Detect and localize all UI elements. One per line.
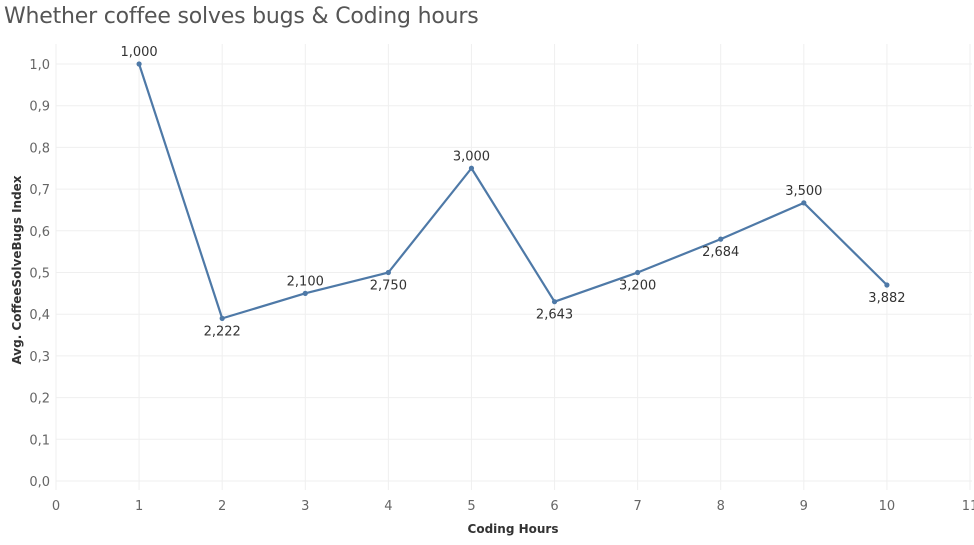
x-tick-label: 10 xyxy=(879,499,896,514)
data-label: 2,643 xyxy=(536,308,573,323)
y-tick-label: 1,0 xyxy=(29,58,50,73)
data-points xyxy=(136,61,890,321)
data-point xyxy=(635,269,641,276)
x-tick-label: 3 xyxy=(301,499,309,514)
data-point xyxy=(551,299,558,305)
data-point xyxy=(718,236,724,242)
y-axis-ticks: 0,0 0,1 0,2 0,3 0,4 0,5 0,6 0,7 0,8 0,9 1,0 xyxy=(29,58,50,490)
x-tick-label: 11 xyxy=(962,499,974,514)
y-tick-label: 0,5 xyxy=(29,267,50,282)
y-tick-label: 0,0 xyxy=(29,475,50,490)
data-point xyxy=(302,290,308,296)
data-point xyxy=(801,200,807,206)
y-axis-title: Avg. CoffeeSolveBugs Index xyxy=(10,175,24,364)
data-label: 2,684 xyxy=(702,245,739,260)
x-tick-label: 4 xyxy=(384,499,392,514)
data-label: 2,100 xyxy=(287,274,324,289)
y-tick-label: 0,9 xyxy=(29,100,50,115)
x-tick-label: 0 xyxy=(52,499,60,514)
data-point xyxy=(884,282,890,288)
data-point xyxy=(468,165,475,171)
y-tick-label: 0,4 xyxy=(29,308,50,323)
data-label: 2,222 xyxy=(204,324,241,339)
data-label: 2,750 xyxy=(370,279,407,294)
data-point xyxy=(219,315,225,321)
data-label: 3,200 xyxy=(619,279,656,294)
y-tick-label: 0,6 xyxy=(29,225,50,240)
y-tick-label: 0,2 xyxy=(29,392,50,407)
x-tick-label: 9 xyxy=(800,499,808,514)
x-axis-title: Coding Hours xyxy=(468,522,559,536)
data-label: 3,882 xyxy=(868,291,905,306)
y-tick-label: 0,7 xyxy=(29,183,50,198)
chart-title: Whether coffee solves bugs & Coding hour… xyxy=(4,4,479,29)
x-tick-label: 5 xyxy=(467,499,475,514)
y-tick-label: 0,8 xyxy=(29,141,50,156)
gridlines xyxy=(55,44,972,490)
x-tick-label: 7 xyxy=(633,499,641,514)
data-label: 1,000 xyxy=(120,45,157,60)
x-tick-label: 2 xyxy=(218,499,226,514)
data-labels: 1,000 2,222 2,100 2,750 3,000 2,643 3,200 2,684… xyxy=(120,45,905,339)
y-tick-label: 0,3 xyxy=(29,350,50,365)
y-tick-label: 0,1 xyxy=(29,433,50,448)
data-point xyxy=(385,269,391,276)
data-point xyxy=(136,61,142,67)
data-label: 3,000 xyxy=(453,149,490,164)
x-axis-ticks: 0 1 2 3 4 5 6 7 8 9 10 11 xyxy=(52,499,974,514)
x-tick-label: 8 xyxy=(717,499,725,514)
x-tick-label: 1 xyxy=(135,499,143,514)
x-tick-label: 6 xyxy=(550,499,558,514)
series-line xyxy=(138,63,888,320)
data-label: 3,500 xyxy=(785,184,822,199)
